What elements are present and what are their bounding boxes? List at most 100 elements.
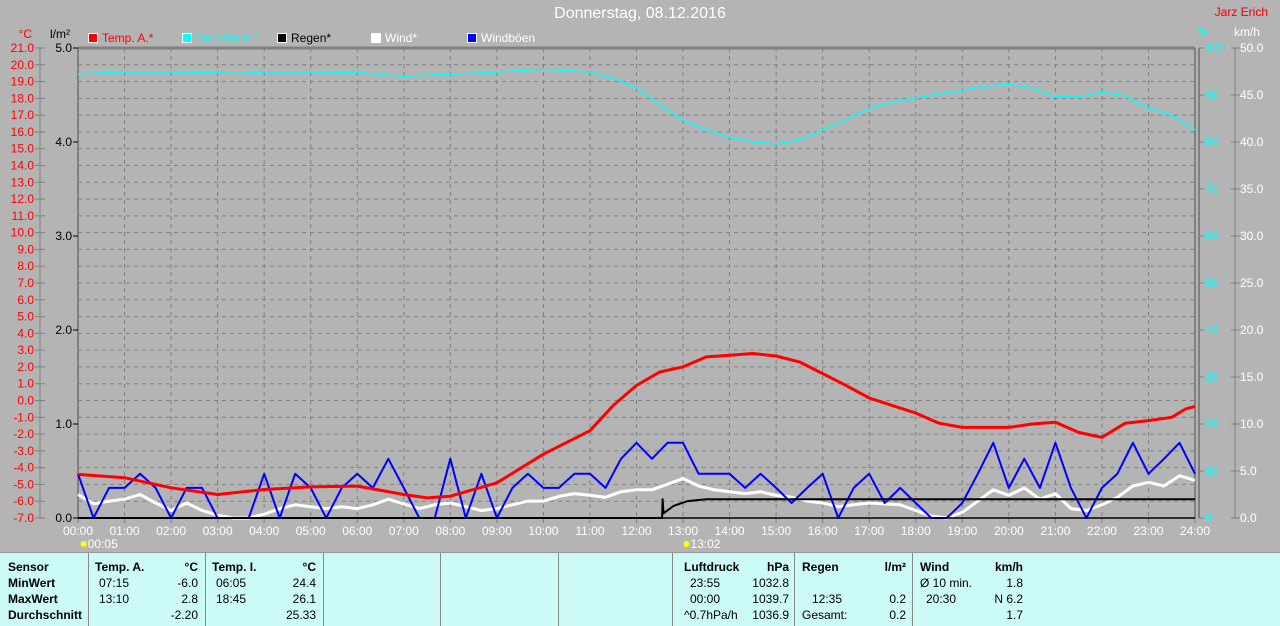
wind-tick-label: 30.0 xyxy=(1240,229,1264,243)
humidity-tick-label: 10 xyxy=(1205,464,1219,478)
legend-gusts: Windböen xyxy=(467,31,535,45)
wind-tick-label: 45.0 xyxy=(1240,88,1264,102)
humidity-tick-label: 90 xyxy=(1205,88,1219,102)
humidity-tick-label: 40 xyxy=(1205,323,1219,337)
series-wind-line xyxy=(77,474,1196,520)
label: MinWert xyxy=(8,576,56,590)
x-tick-label: 00:00 xyxy=(63,524,93,538)
min-time: 07:15 xyxy=(99,576,130,590)
wind-tick-label: 25.0 xyxy=(1240,276,1264,290)
temp-tick-label: 2.0 xyxy=(17,360,34,374)
x-tick-label: 21:00 xyxy=(1040,524,1070,538)
avg10-label: Ø 10 min. xyxy=(920,576,973,590)
min-time: 06:05 xyxy=(216,576,247,590)
moon-marker-icon xyxy=(80,541,87,547)
temp-tick-label: -5.0 xyxy=(13,477,34,491)
label: MaxWert xyxy=(8,592,58,606)
temp-tick-label: 9.0 xyxy=(17,242,34,256)
wind-tick-label: 40.0 xyxy=(1240,135,1264,149)
humidity-tick-label: 80 xyxy=(1205,135,1219,149)
humidity-tick-label: 50 xyxy=(1205,276,1219,290)
moon-marker-label: 13:02 xyxy=(690,537,720,551)
max-value: 1039.7 xyxy=(752,592,789,606)
x-tick-label: 19:00 xyxy=(947,524,977,538)
temp-tick-label: -3.0 xyxy=(13,444,34,458)
rain-tick-label: 0.0 xyxy=(55,511,72,525)
max-value: N 6.2 xyxy=(994,592,1023,606)
legend-swatch xyxy=(277,33,287,43)
x-tick-label: 05:00 xyxy=(296,524,326,538)
rain-tick-label: 4.0 xyxy=(55,135,72,149)
x-tick-label: 03:00 xyxy=(203,524,233,538)
x-tick-label: 16:00 xyxy=(808,524,838,538)
avg-value: 1.7 xyxy=(1006,608,1023,622)
temp-tick-label: 4.0 xyxy=(17,326,34,340)
x-tick-label: 04:00 xyxy=(249,524,279,538)
wind-tick-label: 35.0 xyxy=(1240,182,1264,196)
weather-chart: 00:00 01:00 02:00 03:00 04:00 05:00 06:00 07:00… xyxy=(11,25,1264,551)
temp-tick-label: 10.0 xyxy=(11,226,35,240)
x-tick-label: 22:00 xyxy=(1087,524,1117,538)
temp-tick-label: 8.0 xyxy=(17,259,34,273)
x-tick-label: 10:00 xyxy=(528,524,558,538)
wind-tick-label: 50.0 xyxy=(1240,41,1264,55)
temp-tick-label: 16.0 xyxy=(11,125,35,139)
legend-swatch xyxy=(371,33,381,43)
header: Regen xyxy=(802,560,839,574)
temp-tick-label: -4.0 xyxy=(13,461,34,475)
unit: °C xyxy=(184,560,198,574)
stats-col-temp-a: Temp. A. °C 07:15 -6.0 13:10 2.8 -2.20 xyxy=(89,553,206,626)
x-tick-label: 01:00 xyxy=(110,524,140,538)
wind-tick-label: 20.0 xyxy=(1240,323,1264,337)
min-value: 1032.8 xyxy=(752,576,789,590)
humidity-tick-label: 0 xyxy=(1205,511,1212,525)
temp-tick-label: 1.0 xyxy=(17,377,34,391)
temp-tick-label: 7.0 xyxy=(17,276,34,290)
humidity-tick-label: 30 xyxy=(1205,370,1219,384)
humidity-tick-label: 100 xyxy=(1205,41,1225,55)
temp-tick-label: -1.0 xyxy=(13,410,34,424)
x-tick-label: 09:00 xyxy=(482,524,512,538)
header: Wind xyxy=(920,560,950,574)
avg-value: 1036.9 xyxy=(752,608,789,622)
unit: km/h xyxy=(994,560,1023,574)
stats-col-rain: Regen l/m² 12:35 0.2 Gesamt: 0.2 xyxy=(795,553,913,626)
total-value: 0.2 xyxy=(889,608,906,622)
temp-tick-label: 18.0 xyxy=(11,91,35,105)
temp-tick-label: -2.0 xyxy=(13,427,34,441)
wind-axis-unit: km/h xyxy=(1234,25,1260,39)
humidity-tick-label: 70 xyxy=(1205,182,1219,196)
temp-tick-label: 5.0 xyxy=(17,310,34,324)
chart-title: Donnerstag, 08.12.2016 xyxy=(554,5,726,22)
trend: ^0.7hPa/h xyxy=(684,608,738,622)
rain-tick-label: 1.0 xyxy=(55,417,72,431)
x-tick-label: 17:00 xyxy=(854,524,884,538)
min-value: -6.0 xyxy=(177,576,198,590)
max-value: 26.1 xyxy=(292,592,316,606)
x-tick-label: 15:00 xyxy=(761,524,791,538)
series-feuchte-a-line xyxy=(77,68,1196,145)
stats-col-sensor: Sensor MinWert MaxWert Durchschnitt xyxy=(0,553,89,626)
x-tick-label: 13:00 xyxy=(668,524,698,538)
legend-rain: Regen* xyxy=(277,31,331,45)
x-tick-label: 08:00 xyxy=(435,524,465,538)
series-windböen-line xyxy=(77,441,1196,519)
max-time: 00:00 xyxy=(690,592,721,606)
legend-swatch xyxy=(182,33,192,43)
wind-tick-label: 15.0 xyxy=(1240,370,1264,384)
max-value: 2.8 xyxy=(181,592,198,606)
author-name: Jarz Erich xyxy=(1214,5,1268,19)
rain-axis-unit: l/m² xyxy=(50,27,70,41)
unit: l/m² xyxy=(884,560,906,574)
temp-tick-label: 14.0 xyxy=(11,159,35,173)
stats-col-wind: Wind km/h Ø 10 min. 1.8 20:30 N 6.2 1.7 xyxy=(913,553,1031,626)
x-tick-label: 11:00 xyxy=(575,524,604,538)
temp-tick-label: -7.0 xyxy=(13,511,34,525)
legend-temp: Temp. A.* xyxy=(88,31,153,45)
avg-value: -2.20 xyxy=(170,608,198,622)
wind-tick-label: 5.0 xyxy=(1240,464,1257,478)
avg10-value: 1.8 xyxy=(1006,576,1023,590)
avg-value: 25.33 xyxy=(285,608,316,622)
series-temp-a-line xyxy=(77,352,1196,500)
legend-humidity: Feuchte A.* xyxy=(182,31,258,45)
